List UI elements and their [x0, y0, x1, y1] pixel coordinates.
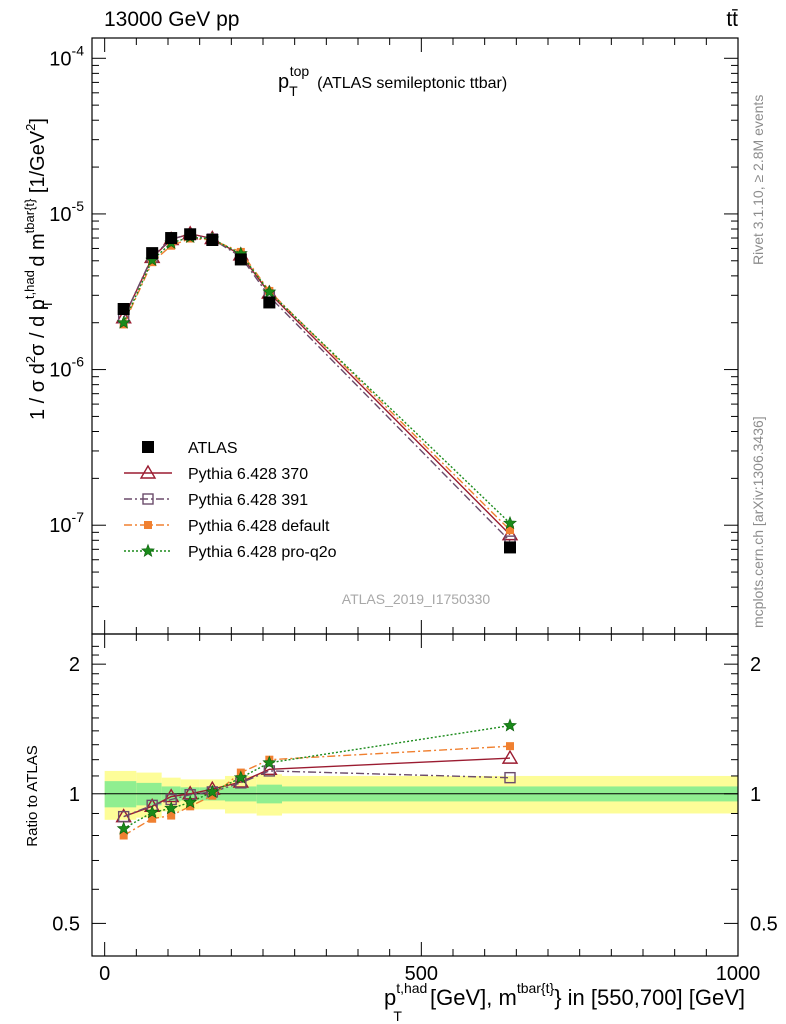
- main-y-label: 1 / σ d2σ / d pt,hadT d mtbar{t} [1/GeV2…: [22, 118, 55, 420]
- main-line-0: [123, 233, 511, 536]
- ratio-point-2-0: [119, 831, 128, 840]
- data-point-1: [146, 247, 159, 260]
- main-point-3-7: [503, 515, 517, 530]
- data-point-7: [504, 541, 516, 554]
- ratio-uncertainty-band: [104, 770, 738, 820]
- ratio-point-2-4: [208, 791, 217, 800]
- ratio-point-2-3: [186, 802, 195, 811]
- main-point-2-7: [506, 526, 514, 535]
- ratio-point-3-2: [164, 801, 179, 815]
- ratio-point-3-6: [262, 755, 277, 769]
- legend-marker-2: [142, 493, 154, 505]
- legend-marker-3: [144, 521, 152, 529]
- y-tick-label-ratio-left: 2: [69, 654, 80, 676]
- y-tick-label-ratio-right: 2: [750, 654, 761, 676]
- y-tick-label-main: 10-5: [49, 198, 84, 226]
- main-series-group: [115, 225, 519, 554]
- legend-label-2: Pythia 6.428 391: [188, 492, 308, 509]
- ratio-point-2-1: [148, 814, 157, 823]
- ratio-point-3-5: [233, 770, 248, 784]
- ratio-point-3-3: [183, 795, 198, 809]
- legend-marker-0: [142, 441, 154, 453]
- data-point-5: [234, 253, 247, 266]
- x-tick-label: 500: [405, 963, 438, 985]
- ratio-point-0-6: [261, 760, 278, 775]
- ratio-point-3-7: [503, 718, 517, 732]
- data-point-4: [206, 233, 219, 246]
- legend-label-3: Pythia 6.428 default: [188, 518, 330, 535]
- y-tick-label-main: 10-7: [49, 509, 84, 537]
- y-tick-label-main: 10-4: [49, 42, 84, 70]
- ratio-point-2-7: [506, 742, 514, 751]
- x-axis-label: pt,had T [GeV], mtbar{t}} in [550,700] [G…: [384, 980, 745, 1024]
- legend-label-0: ATLAS: [188, 440, 238, 457]
- axis-ticks: 0 500 1000 10-7 10-6 10-5 10-4 0.5 0.5 1 1 2 2: [49, 38, 778, 985]
- legend: ATLAS Pythia 6.428 370 Pythia 6.428 391 Pyt…: [124, 440, 337, 561]
- x-tick-label: 0: [99, 963, 110, 985]
- y-tick-label-ratio-left: 0.5: [52, 913, 80, 935]
- legend-label-1: Pythia 6.428 370: [188, 466, 308, 483]
- ratio-point-0-7: [501, 749, 519, 764]
- header-right: tt̄: [726, 8, 738, 31]
- plot-title: pTtop(ATLAS semileptonic ttbar): [278, 63, 507, 99]
- y-tick-label-ratio-right: 0.5: [750, 913, 778, 935]
- ratio-y-label: Ratio to ATLAS: [24, 745, 41, 846]
- ratio-point-3-4: [205, 784, 220, 798]
- ratio-point-3-0: [116, 821, 131, 835]
- main-line-3: [123, 236, 511, 524]
- rivet-label: Rivet 3.1.10, ≥ 2.8M events: [750, 95, 766, 265]
- legend-marker-4: [141, 543, 155, 557]
- y-tick-label-main: 10-6: [49, 354, 84, 382]
- ratio-point-1-7: [504, 771, 516, 784]
- data-point-6: [263, 296, 276, 309]
- main-line-2: [123, 237, 511, 531]
- data-point-2: [165, 232, 178, 245]
- header-left: 13000 GeV pp: [104, 8, 239, 31]
- ratio-frame: [91, 633, 739, 957]
- y-tick-label-ratio-left: 1: [69, 784, 80, 806]
- y-tick-label-ratio-right: 1: [750, 784, 761, 806]
- main-point-3-6: [262, 284, 277, 298]
- x-tick-label: 1000: [716, 963, 761, 985]
- mcplots-label: mcplots.cern.ch [arXiv:1306.3436]: [750, 416, 766, 628]
- ratio-point-3-1: [145, 805, 160, 819]
- data-point-0: [117, 302, 130, 315]
- ratio-series-group: [115, 718, 519, 840]
- data-point-3: [184, 228, 197, 241]
- analysis-watermark: ATLAS_2019_I1750330: [342, 591, 491, 607]
- legend-label-4: Pythia 6.428 pro-q2o: [188, 544, 337, 561]
- legend-marker-1: [139, 464, 157, 479]
- main-line-1: [123, 233, 511, 542]
- main-point-3-0: [116, 315, 131, 329]
- ratio-point-2-2: [167, 811, 176, 820]
